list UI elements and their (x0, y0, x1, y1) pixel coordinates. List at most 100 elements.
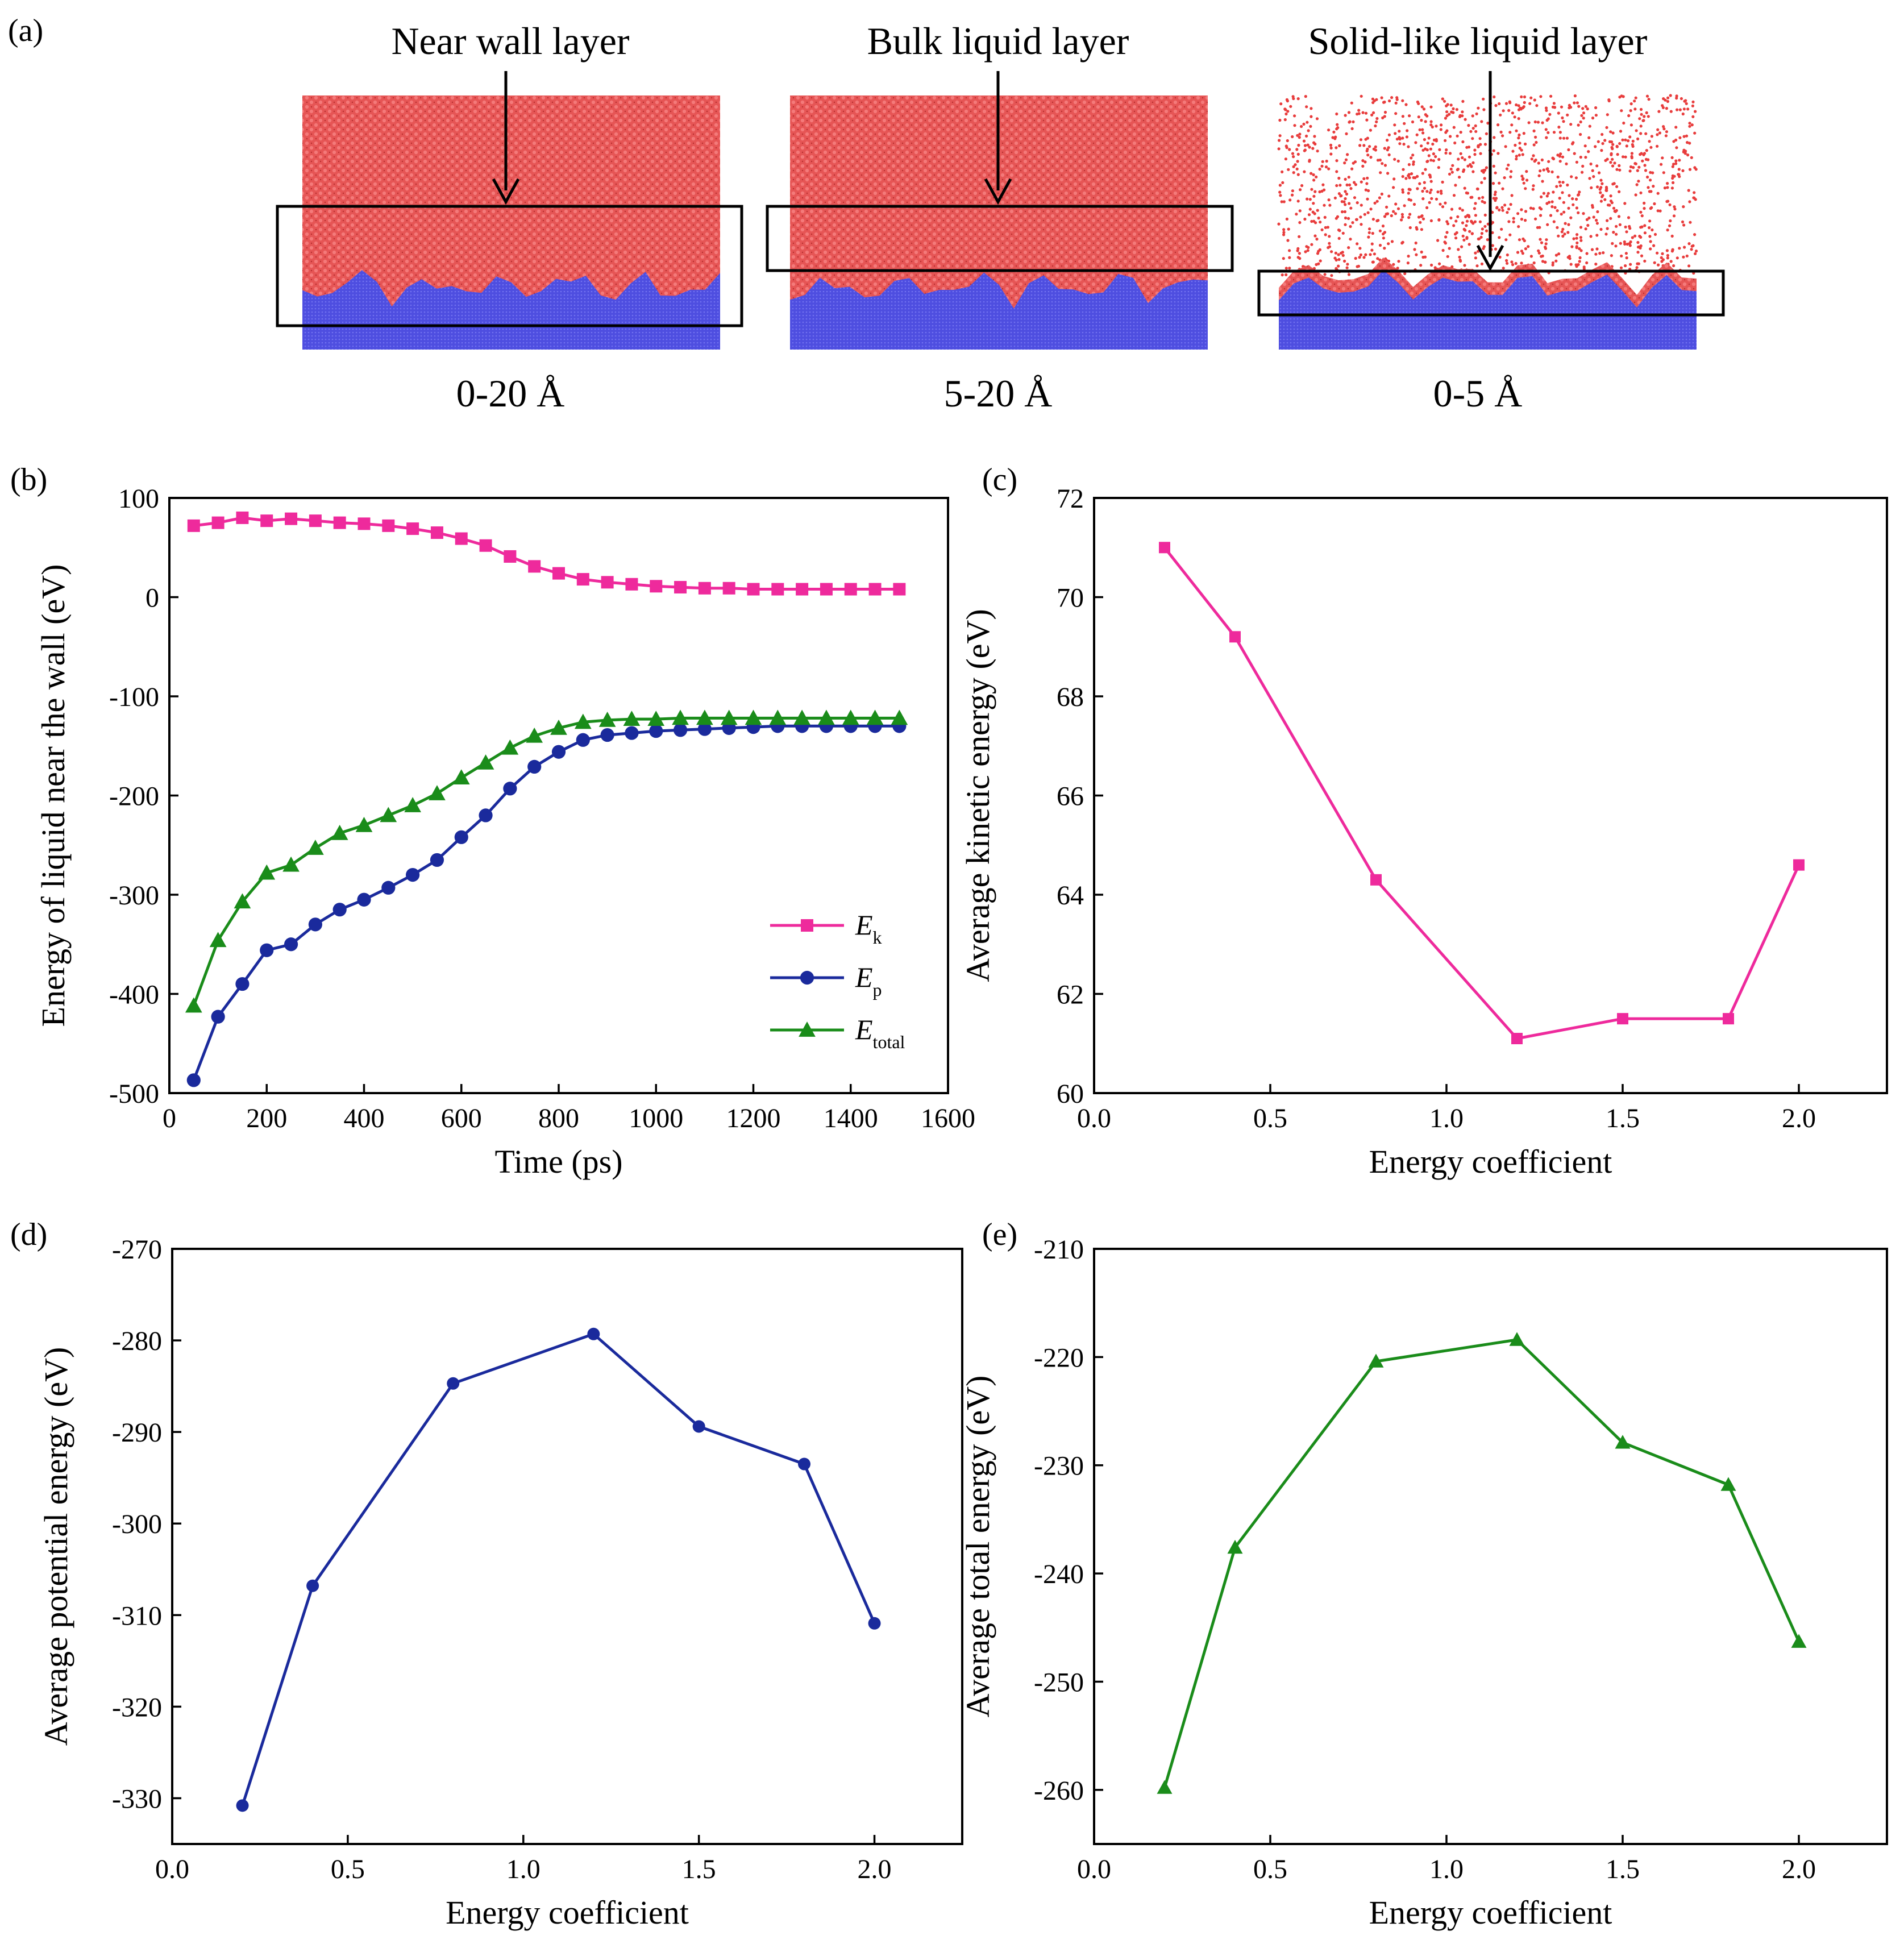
liquid-molecule (1636, 251, 1640, 254)
liquid-molecule (1378, 243, 1382, 247)
liquid-molecule (1647, 115, 1650, 118)
liquid-molecule (1394, 212, 1397, 215)
liquid-molecule (1283, 107, 1287, 111)
liquid-molecule (1617, 215, 1621, 218)
liquid-molecule (1401, 136, 1404, 140)
liquid-molecule (1648, 219, 1652, 223)
liquid-molecule (1624, 264, 1627, 268)
series-d (236, 1327, 881, 1812)
liquid-molecule (1281, 170, 1284, 173)
liquid-molecule (1356, 242, 1359, 246)
legend-symbol: E (855, 1014, 873, 1045)
liquid-molecule (1316, 149, 1319, 153)
y-tick-label: 100 (118, 484, 159, 514)
liquid-molecule (1686, 107, 1690, 111)
liquid-molecule (1687, 189, 1690, 192)
liquid-molecule (1426, 142, 1429, 145)
liquid-molecule (1471, 114, 1474, 118)
liquid-molecule (1296, 134, 1299, 137)
liquid-molecule (1542, 192, 1545, 195)
liquid-molecule (1566, 183, 1569, 187)
liquid-molecule (1534, 135, 1537, 139)
liquid-molecule (1649, 247, 1652, 251)
y-tick-label: 72 (1057, 484, 1084, 514)
liquid-molecule (1338, 184, 1342, 187)
liquid-molecule (1594, 252, 1598, 256)
liquid-molecule (1568, 257, 1572, 260)
liquid-molecule (1532, 261, 1536, 265)
liquid-molecule (1445, 129, 1449, 132)
liquid-molecule (1610, 254, 1613, 258)
liquid-molecule (1335, 267, 1338, 270)
liquid-molecule (1282, 231, 1286, 234)
liquid-molecule (1461, 99, 1465, 103)
liquid-molecule (1374, 145, 1377, 148)
liquid-molecule (1459, 152, 1462, 155)
liquid-molecule (1584, 156, 1587, 159)
liquid-molecule (1591, 117, 1595, 120)
liquid-molecule (1284, 267, 1288, 270)
liquid-molecule (1650, 135, 1653, 138)
liquid-molecule (1348, 183, 1352, 186)
data-point-triangle (404, 797, 421, 812)
liquid-molecule (1438, 262, 1441, 265)
liquid-molecule (1344, 158, 1348, 161)
liquid-molecule (1688, 122, 1691, 125)
liquid-molecule (1425, 206, 1429, 209)
liquid-molecule (1535, 140, 1538, 144)
data-point-square (771, 583, 784, 596)
liquid-molecule (1407, 163, 1411, 167)
liquid-molecule (1401, 190, 1404, 194)
liquid-molecule (1349, 225, 1352, 229)
liquid-molecule (1609, 194, 1612, 198)
liquid-molecule (1677, 168, 1681, 171)
liquid-molecule (1515, 157, 1518, 161)
liquid-molecule (1407, 216, 1411, 219)
liquid-molecule (1461, 140, 1465, 144)
liquid-molecule (1373, 252, 1376, 256)
liquid-molecule (1445, 148, 1448, 152)
liquid-molecule (1386, 148, 1389, 152)
liquid-molecule (1329, 152, 1333, 156)
liquid-molecule (1483, 177, 1486, 180)
liquid-molecule (1441, 205, 1445, 209)
y-axis-title: Average total energy (eV) (959, 1376, 996, 1718)
liquid-molecule (1432, 152, 1435, 156)
liquid-molecule (1381, 225, 1385, 228)
liquid-molecule (1643, 231, 1647, 235)
liquid-molecule (1284, 112, 1288, 116)
liquid-molecule (1619, 130, 1623, 133)
snapshot-title-solid-like: Solid-like liquid layer (1308, 19, 1648, 63)
liquid-molecule (1312, 173, 1315, 177)
liquid-molecule (1414, 241, 1417, 245)
liquid-molecule (1558, 197, 1561, 200)
liquid-molecule (1455, 108, 1458, 111)
y-tick-label: 68 (1057, 682, 1084, 712)
liquid-molecule (1682, 205, 1685, 209)
liquid-molecule (1615, 232, 1618, 236)
liquid-molecule (1445, 110, 1449, 114)
liquid-molecule (1557, 126, 1561, 129)
liquid-molecule (1561, 227, 1565, 231)
liquid-molecule (1558, 136, 1562, 140)
liquid-molecule (1464, 215, 1468, 218)
liquid-molecule (1582, 111, 1586, 115)
liquid-molecule (1607, 98, 1611, 102)
data-point-circle (649, 724, 663, 738)
liquid-molecule (1632, 166, 1635, 169)
x-tick-label: 1.0 (1429, 1854, 1464, 1884)
liquid-molecule (1473, 153, 1477, 156)
liquid-molecule (1606, 113, 1609, 117)
liquid-molecule (1310, 243, 1313, 246)
liquid-molecule (1369, 128, 1372, 132)
liquid-molecule (1421, 189, 1424, 193)
liquid-molecule (1383, 247, 1386, 250)
liquid-molecule (1292, 165, 1295, 168)
liquid-molecule (1628, 169, 1632, 173)
liquid-molecule (1296, 97, 1300, 101)
liquid-molecule (1394, 202, 1398, 206)
liquid-molecule (1622, 95, 1625, 98)
liquid-molecule (1508, 233, 1512, 236)
liquid-molecule (1335, 184, 1338, 188)
liquid-molecule (1615, 185, 1619, 188)
